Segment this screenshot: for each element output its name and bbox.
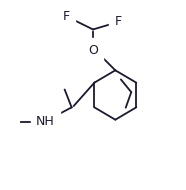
Text: F: F — [62, 10, 70, 23]
Text: O: O — [88, 44, 98, 57]
Text: NH: NH — [36, 115, 55, 128]
Text: F: F — [115, 15, 122, 28]
